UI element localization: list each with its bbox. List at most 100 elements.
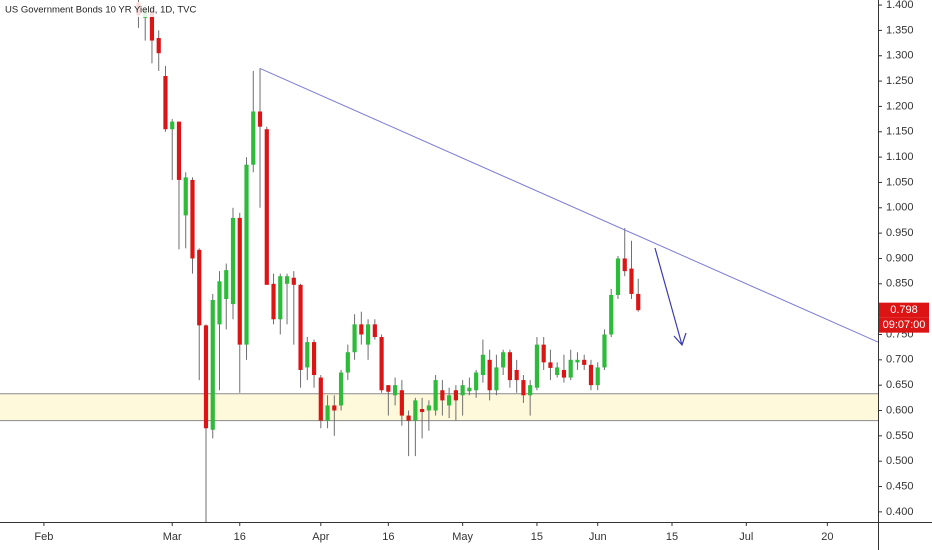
zone-layer: [0, 393, 878, 422]
x-tick-label: Jul: [739, 531, 753, 543]
y-tick-label: 1.250: [886, 75, 914, 87]
candle-body: [163, 76, 168, 130]
candle-body: [467, 387, 472, 392]
time-axis-bg: [0, 522, 932, 550]
y-tick-label: 0.900: [886, 252, 914, 264]
x-tick-label: 20: [821, 531, 833, 543]
candle-body: [521, 380, 526, 396]
x-tick-label: 15: [666, 531, 678, 543]
candle-body: [257, 111, 263, 127]
y-tick-label: 1.200: [886, 100, 914, 112]
countdown-box: [879, 317, 929, 333]
candle-body: [365, 324, 371, 345]
y-tick-label: 0.600: [886, 404, 914, 416]
candle-body: [197, 249, 202, 326]
candle-body: [420, 408, 425, 413]
x-tick-label: 16: [234, 531, 246, 543]
plot-layer: [136, 0, 641, 522]
candle-body: [528, 385, 533, 396]
candle-body: [561, 369, 567, 378]
candle-body: [352, 324, 357, 353]
y-tick-label: 0.950: [886, 227, 914, 239]
chart-title: US Government Bonds 10 YR Yield, 1D, TVC: [5, 5, 196, 16]
x-tick-label: May: [452, 531, 473, 543]
candle-body: [615, 258, 621, 295]
candle-body: [575, 359, 580, 363]
candle-body: [372, 324, 377, 338]
candle-body: [271, 283, 276, 320]
candle-body: [534, 344, 540, 388]
y-tick-label: 1.050: [886, 176, 914, 188]
candle-body: [514, 369, 519, 381]
y-tick-label: 1.400: [886, 0, 914, 11]
candle-body: [582, 359, 587, 365]
candle-body: [480, 354, 485, 376]
candle-body: [406, 415, 411, 421]
candle-body: [224, 270, 229, 300]
down-arrow: [654, 247, 687, 347]
y-tick-label: 1.150: [886, 126, 914, 138]
last-price-label: 0.798: [890, 304, 918, 316]
candle-body: [588, 364, 594, 386]
candle-body: [629, 268, 634, 294]
candle-body: [622, 258, 627, 272]
candle-body: [433, 380, 438, 411]
candle-body: [311, 342, 317, 376]
candle-body: [230, 217, 236, 305]
overlay-layer: [259, 67, 879, 347]
x-tick-label: 16: [382, 531, 394, 543]
candle-body: [447, 395, 452, 406]
candle-body: [379, 337, 384, 391]
candle-body: [474, 372, 479, 391]
candle-body: [602, 334, 607, 368]
candle-body: [636, 293, 641, 311]
candle-body: [555, 367, 560, 376]
candle-body: [595, 367, 600, 386]
candle-body: [507, 352, 513, 381]
trendline: [259, 67, 879, 343]
candle-body: [325, 405, 330, 421]
candle-body: [284, 276, 290, 284]
candle-body: [298, 284, 303, 370]
candle-body: [203, 325, 209, 429]
candle-body: [609, 294, 614, 335]
y-tick-label: 0.700: [886, 354, 914, 366]
x-tick-label: Mar: [163, 531, 182, 543]
y-tick-label: 1.100: [886, 151, 914, 163]
candle-body: [176, 121, 182, 180]
axes-layer: 0.4000.4500.5000.5500.6000.6500.7000.750…: [34, 0, 913, 543]
candle-body: [359, 324, 364, 335]
candle-body: [210, 300, 215, 430]
candle-body: [386, 385, 391, 392]
countdown-label: 09:07:00: [883, 319, 926, 331]
candle-body: [183, 177, 188, 216]
y-tick-label: 1.350: [886, 24, 914, 36]
candle-body: [332, 405, 337, 411]
y-tick-label: 0.450: [886, 480, 914, 492]
candle-body: [440, 390, 445, 401]
title-bg: [0, 2, 163, 17]
y-tick-label: 0.650: [886, 379, 914, 391]
candle-body: [318, 377, 323, 421]
candle-body: [487, 359, 492, 391]
y-tick-label: 0.550: [886, 430, 914, 442]
y-tick-label: 0.850: [886, 278, 914, 290]
candle-body: [305, 342, 310, 368]
x-tick-label: Apr: [312, 531, 329, 543]
candle-body: [393, 385, 398, 396]
candle-body: [338, 372, 344, 406]
candle-body: [264, 129, 269, 285]
candle-body: [170, 121, 175, 130]
x-tick-label: Jun: [589, 531, 607, 543]
candle-body: [501, 352, 506, 368]
y-tick-label: 0.500: [886, 455, 914, 467]
candle-body: [278, 276, 283, 320]
candle-body: [156, 38, 161, 54]
candle-body: [568, 359, 573, 378]
candle-body: [217, 281, 222, 325]
support-zone: [0, 393, 878, 421]
candle-body: [291, 277, 296, 285]
